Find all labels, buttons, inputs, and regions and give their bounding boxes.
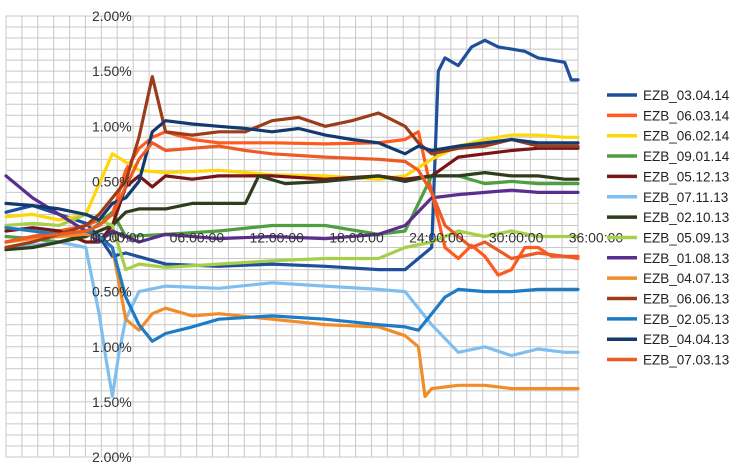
- legend-label: EZB_02.10.13: [643, 210, 729, 225]
- series-line-ezb-02-05-13: [4, 226, 580, 343]
- legend-label: EZB_05.12.13: [643, 169, 729, 184]
- legend-label: EZB_06.06.13: [643, 292, 729, 307]
- x-axis: 00:00:00 06:00:00 12:00:00 18:00:00 24:00:00…: [90, 230, 624, 246]
- legend-label: EZB_04.07.13: [643, 271, 729, 286]
- legend: EZB_03.04.14 EZB_06.03.14 EZB_06.02.14 EZB_…: [607, 88, 730, 368]
- series-line-ezb-05-12-13: [4, 146, 580, 244]
- legend-label: EZB_04.04.13: [643, 332, 729, 347]
- legend-label: EZB_07.03.13: [643, 353, 729, 368]
- legend-label: EZB_09.01.14: [643, 149, 730, 164]
- legend-label: EZB_03.04.14: [643, 88, 730, 103]
- series-line-ezb-03-04-14: [4, 38, 580, 272]
- x-tick-label: 24:00:00: [409, 230, 464, 246]
- y-tick-label: 1.00%: [92, 339, 132, 355]
- legend-label: EZB_02.05.13: [643, 312, 729, 327]
- series-layer: [4, 38, 580, 398]
- y-tick-label: 0.50%: [92, 284, 132, 300]
- y-tick-label: 2.00%: [92, 8, 132, 24]
- x-tick-label: 12:00:00: [249, 230, 304, 246]
- series-line-ezb-06-06-13: [4, 75, 580, 250]
- legend-label: EZB_07.11.13: [643, 190, 728, 205]
- y-tick-label: 2.00%: [92, 449, 132, 465]
- x-tick-label: 06:00:00: [170, 230, 225, 246]
- series-line-ezb-04-04-13: [4, 119, 580, 222]
- x-tick-label: 18:00:00: [329, 230, 384, 246]
- legend-label: EZB_01.08.13: [643, 251, 729, 266]
- series-line-ezb-02-10-13: [4, 171, 580, 252]
- legend-label: EZB_05.09.13: [643, 230, 729, 245]
- y-tick-label: 0.50%: [92, 173, 132, 189]
- x-tick-label: 30:00:00: [489, 230, 544, 246]
- y-tick-label: 1.50%: [92, 63, 132, 79]
- y-tick-label: 1.00%: [92, 118, 132, 134]
- y-tick-label: 0.00%: [92, 229, 132, 245]
- y-tick-label: 1.50%: [92, 394, 132, 410]
- legend-label: EZB_06.02.14: [643, 129, 730, 144]
- legend-label: EZB_06.03.14: [643, 108, 730, 123]
- series-line-ezb-07-03-13: [4, 141, 580, 261]
- y-axis: 2.00% 1.50% 1.00% 0.50% 0.00% 0.50% 1.00% 1.50%…: [92, 8, 132, 465]
- x-tick-label: 00:00:00: [90, 230, 145, 246]
- x-tick-label: 36:00:00: [569, 230, 624, 246]
- series-line-ezb-07-11-13: [4, 240, 580, 398]
